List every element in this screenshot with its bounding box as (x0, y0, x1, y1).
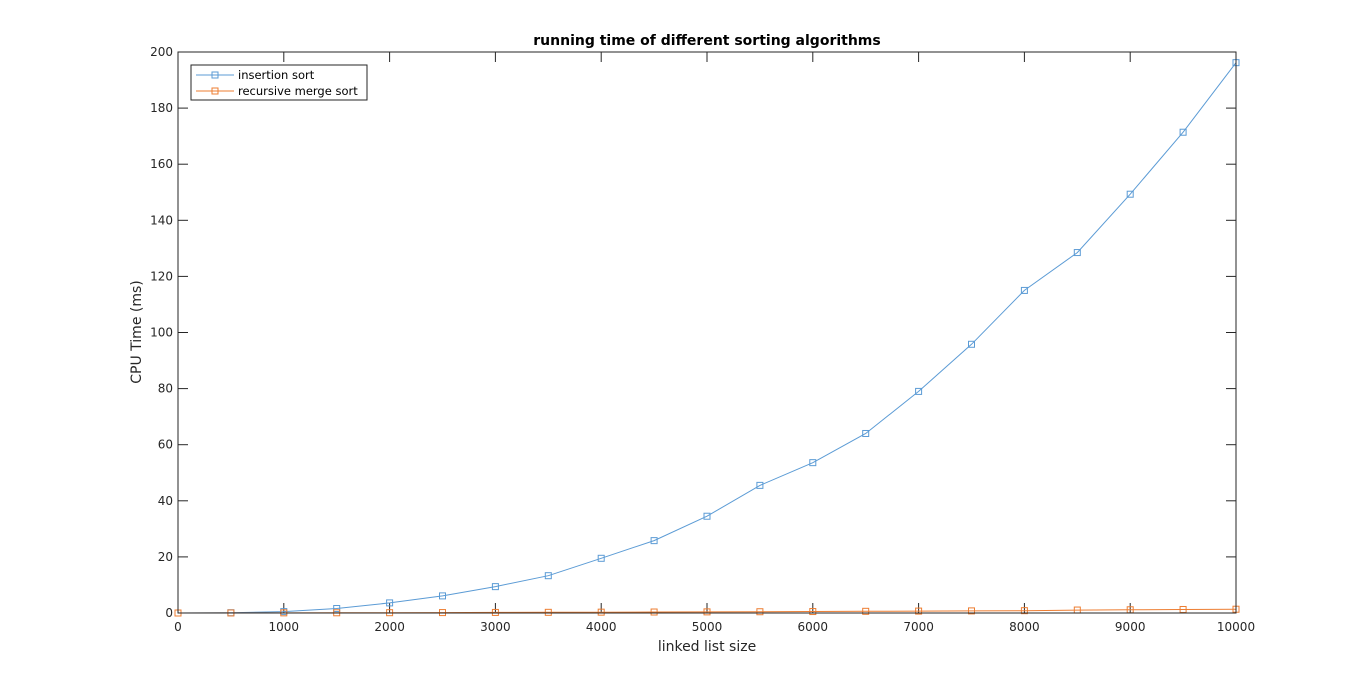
x-tick-label: 5000 (692, 620, 723, 634)
x-tick-label: 1000 (269, 620, 300, 634)
legend-entry-insertion-sort: insertion sort (196, 68, 315, 82)
y-tick-label: 60 (158, 438, 173, 452)
data-point-recursive-merge-sort (809, 608, 817, 616)
x-tick-label: 2000 (374, 620, 405, 634)
y-tick-label: 120 (150, 269, 173, 283)
y-tick-label: 0 (165, 606, 173, 620)
data-point-recursive-merge-sort (862, 607, 870, 615)
data-point-insertion-sort (1073, 249, 1081, 257)
data-point-recursive-merge-sort (544, 608, 552, 616)
x-tick-label: 6000 (798, 620, 829, 634)
x-tick-label: 7000 (903, 620, 934, 634)
legend-label-insertion-sort: insertion sort (238, 68, 315, 82)
y-tick-label: 40 (158, 494, 173, 508)
y-tick-label: 140 (150, 213, 173, 227)
legend-label-recursive-merge-sort: recursive merge sort (238, 84, 358, 98)
legend-marker-insertion-sort (211, 71, 219, 79)
y-tick-label: 100 (150, 326, 173, 340)
legend-entry-recursive-merge-sort: recursive merge sort (196, 84, 358, 98)
data-point-insertion-sort (703, 512, 711, 520)
y-tick-label: 80 (158, 382, 173, 396)
plot-area-border (177, 51, 1237, 614)
x-axis-label: linked list size (658, 639, 756, 655)
y-tick-label: 160 (150, 157, 173, 171)
legend-entries: insertion sort recursive merge sort (196, 68, 358, 98)
x-tick-label: 9000 (1115, 620, 1146, 634)
data-point-insertion-sort (1126, 190, 1134, 198)
x-tick-label: 3000 (480, 620, 511, 634)
data-point-recursive-merge-sort (1179, 605, 1187, 613)
series-line-insertion-sort (177, 62, 1237, 614)
y-axis-label: CPU Time (ms) (129, 280, 145, 383)
data-point-insertion-sort (597, 554, 605, 562)
x-tick-label: 8000 (1009, 620, 1040, 634)
data-point-recursive-merge-sort (915, 607, 923, 615)
x-tick-label: 0 (174, 620, 182, 634)
data-point-insertion-sort (968, 340, 975, 348)
data-point-insertion-sort (544, 572, 552, 580)
data-point-insertion-sort (439, 592, 446, 600)
legend-box (190, 64, 368, 101)
data-point-insertion-sort (809, 459, 817, 467)
data-point-recursive-merge-sort (597, 608, 605, 616)
legend: insertion sort recursive merge sort (190, 64, 368, 101)
data-point-recursive-merge-sort (968, 607, 975, 615)
legend-marker-recursive-merge-sort (211, 87, 219, 95)
data-point-insertion-sort (862, 429, 870, 437)
plot-area-background (178, 52, 1236, 613)
data-point-recursive-merge-sort (1020, 607, 1028, 615)
y-tick-label: 20 (158, 550, 173, 564)
data-point-recursive-merge-sort (703, 608, 711, 616)
x-tick-label: 4000 (586, 620, 617, 634)
data-point-insertion-sort (333, 605, 341, 613)
data-point-recursive-merge-sort (650, 608, 658, 616)
y-tick-label: 200 (150, 45, 173, 59)
data-point-insertion-sort (491, 583, 499, 591)
data-point-insertion-sort (1020, 286, 1028, 294)
x-axis-ticks: 0 1000 2000 3000 4000 5000 6000 7000 8000 9000 100… (174, 52, 1255, 634)
data-point-recursive-merge-sort (491, 608, 499, 616)
data-point-insertion-sort (915, 387, 923, 395)
y-tick-label: 180 (150, 101, 173, 115)
chart-title: running time of different sorting algori… (533, 33, 880, 49)
data-point-recursive-merge-sort (756, 608, 764, 616)
data-point-insertion-sort (650, 537, 658, 545)
data-point-insertion-sort (1179, 128, 1187, 136)
data-point-insertion-sort (756, 481, 764, 489)
x-tick-label: 10000 (1217, 620, 1255, 634)
data-point-insertion-sort (386, 599, 394, 607)
